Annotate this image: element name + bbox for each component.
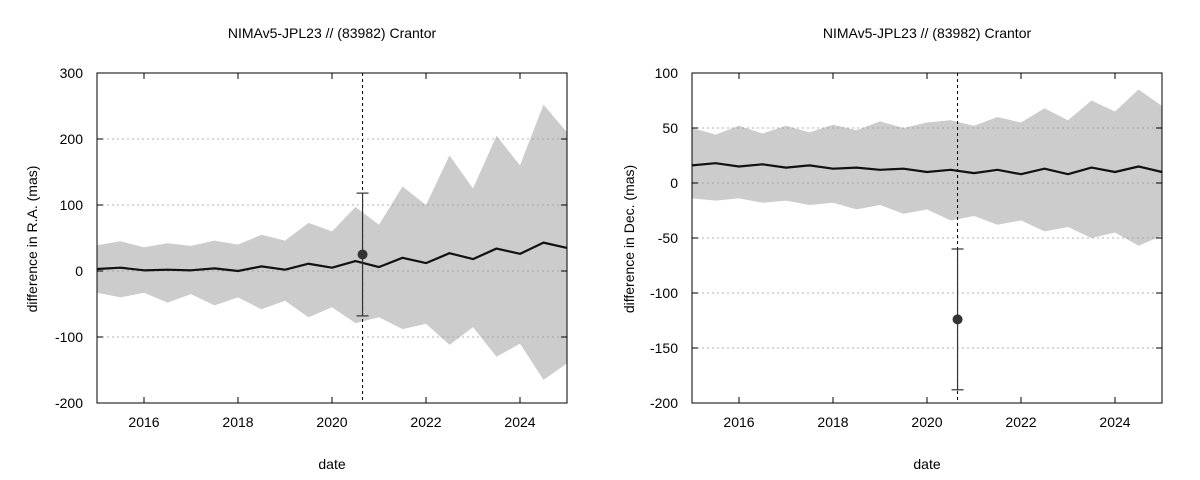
x-axis-label: date: [318, 456, 345, 472]
x-tick-label: 2022: [1005, 414, 1036, 430]
y-tick-label: 0: [670, 175, 678, 191]
y-tick-label: 100: [655, 65, 679, 81]
plot-area: [96, 73, 568, 403]
y-tick-label: -200: [650, 395, 678, 411]
chart-right: NIMAv5-JPL23 // (83982) Crantor date dif…: [621, 25, 1163, 472]
chart-title: NIMAv5-JPL23 // (83982) Crantor: [823, 25, 1032, 41]
data-point: [952, 314, 963, 325]
y-tick-label: -150: [650, 340, 678, 356]
y-axis-label: difference in Dec. (mas): [621, 165, 637, 313]
series-line: [96, 241, 568, 273]
x-tick-label: 2018: [817, 414, 848, 430]
x-tick-label: 2016: [128, 414, 159, 430]
x-tick-label: 2020: [911, 414, 942, 430]
data-point: [357, 249, 368, 260]
uncertainty-band: [692, 89, 1162, 246]
x-axis-label: date: [913, 456, 940, 472]
x-tick-label: 2024: [504, 414, 535, 430]
y-tick-label: -200: [55, 395, 83, 411]
x-tick-label: 2020: [316, 414, 347, 430]
y-tick-label: 50: [662, 120, 678, 136]
uncertainty-band: [97, 104, 567, 380]
x-tick-label: 2018: [222, 414, 253, 430]
series-line: [691, 162, 1163, 176]
y-tick-label: -100: [650, 285, 678, 301]
chart-left: NIMAv5-JPL23 // (83982) Crantor date dif…: [24, 25, 568, 472]
y-tick-label: 200: [60, 131, 84, 147]
y-tick-label: -100: [55, 329, 83, 345]
chart-title: NIMAv5-JPL23 // (83982) Crantor: [228, 25, 437, 41]
y-tick-label: 300: [60, 65, 84, 81]
y-axis-label: difference in R.A. (mas): [24, 166, 40, 313]
x-tick-label: 2024: [1099, 414, 1130, 430]
plot-area: [691, 73, 1163, 403]
y-tick-label: 100: [60, 197, 84, 213]
y-tick-label: -50: [658, 230, 678, 246]
x-tick-label: 2016: [723, 414, 754, 430]
y-tick-label: 0: [75, 263, 83, 279]
x-tick-label: 2022: [410, 414, 441, 430]
